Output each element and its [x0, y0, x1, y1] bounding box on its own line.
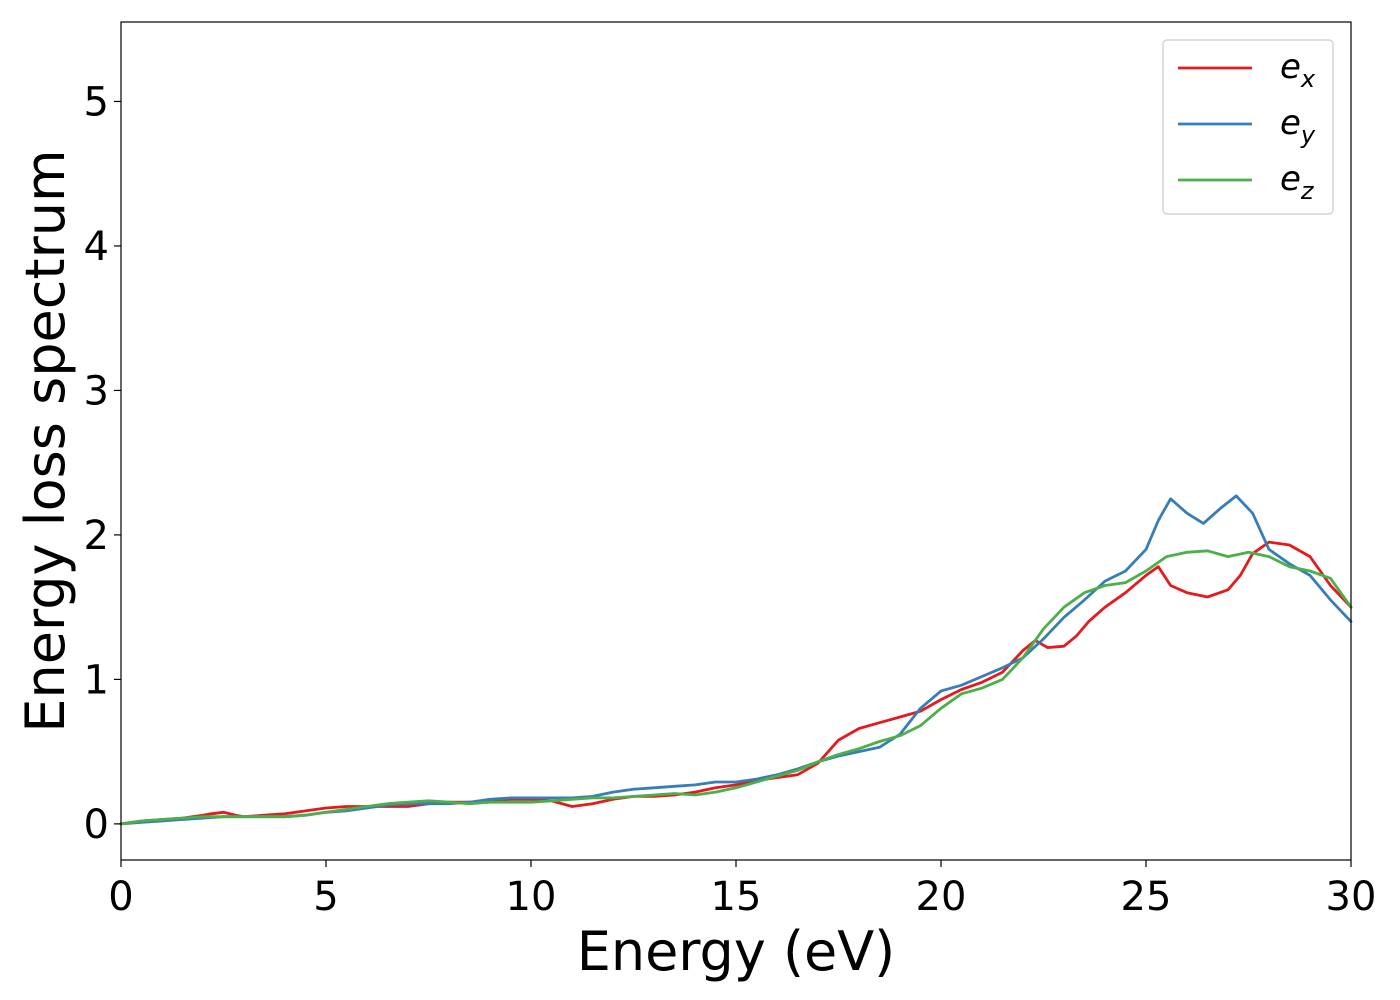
- x-tick-label: 30: [1326, 874, 1377, 920]
- y-axis-title: Energy loss spectrum: [14, 149, 77, 732]
- y-axis: 0 1 2 3 4 5: [84, 79, 121, 848]
- x-tick-label: 10: [506, 874, 557, 920]
- legend-label-x: ex: [1280, 47, 1316, 93]
- x-tick-label: 25: [1121, 874, 1172, 920]
- x-axis: 0 5 10 15 20 25 30: [108, 860, 1376, 920]
- legend: ex ey ez: [1162, 39, 1334, 215]
- y-tick-label: 5: [84, 79, 109, 125]
- legend-label-z: ez: [1280, 159, 1315, 205]
- y-tick-label: 4: [84, 224, 109, 270]
- x-tick-label: 5: [313, 874, 338, 920]
- series-line-z: [119, 549, 1353, 826]
- series-layer: [119, 494, 1353, 826]
- x-tick-label: 20: [916, 874, 967, 920]
- y-tick-label: 2: [84, 513, 109, 559]
- legend-label-y: ey: [1280, 103, 1316, 149]
- legend-box: [1162, 39, 1334, 215]
- y-tick-label: 1: [84, 657, 109, 703]
- y-tick-label: 0: [84, 802, 109, 848]
- x-tick-label: 0: [108, 874, 133, 920]
- x-tick-label: 15: [711, 874, 762, 920]
- y-tick-label: 3: [84, 368, 109, 414]
- x-axis-title: Energy (eV): [577, 920, 896, 983]
